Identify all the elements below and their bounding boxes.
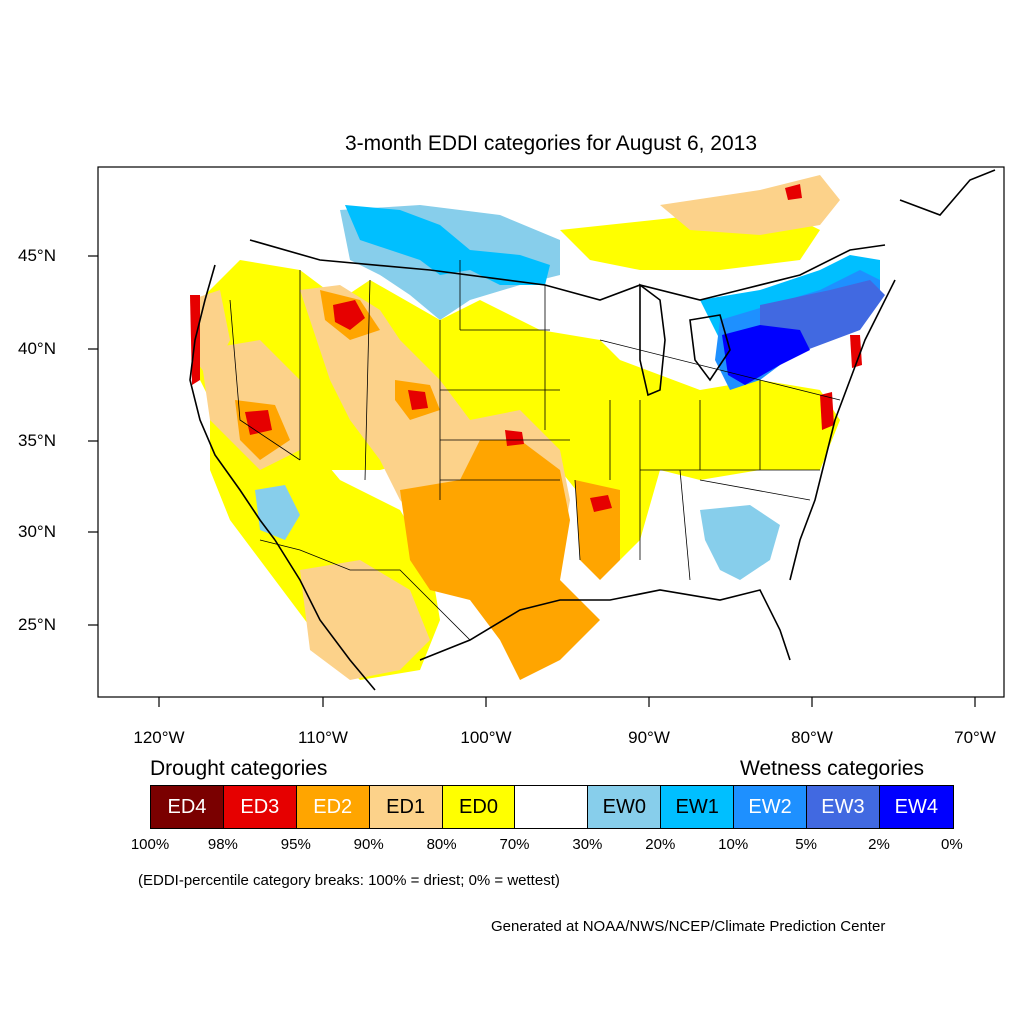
break-label: 2% [868, 836, 890, 853]
legend-cell-ed4: ED4 [151, 786, 224, 828]
legend-cell-ed3: ED3 [223, 786, 297, 828]
legend-cell-ed0: ED0 [442, 786, 516, 828]
break-label: 80% [426, 836, 457, 853]
legend-cell-ew1: EW1 [661, 786, 735, 828]
east-coast [789, 279, 896, 581]
lat-label: 30°N [18, 522, 56, 541]
great-lakes [689, 314, 731, 382]
ed3-region [820, 392, 834, 430]
credit-line: Generated at NOAA/NWS/NCEP/Climate Predi… [491, 918, 886, 935]
wetness-heading: Wetness categories [740, 757, 925, 780]
break-label: 30% [572, 836, 603, 853]
break-label: 90% [353, 836, 384, 853]
lon-label: 120°W [133, 728, 185, 747]
ew1-region [345, 205, 550, 285]
legend-cell-ed2: ED2 [296, 786, 370, 828]
mexico-coast [274, 539, 376, 691]
break-label: 5% [795, 836, 817, 853]
lat-label: 35°N [18, 431, 56, 450]
break-label: 100% [130, 836, 170, 853]
ed3-region [245, 410, 272, 435]
drought-heading: Drought categories [150, 757, 328, 780]
break-label: 98% [207, 836, 238, 853]
ed3-region [590, 495, 612, 512]
great-lakes [639, 283, 666, 397]
ed3-region [785, 184, 802, 200]
legend-cell-ew4: EW4 [879, 786, 953, 828]
break-label: 95% [280, 836, 311, 853]
lon-label: 110°W [298, 728, 348, 747]
lon-label: 100°W [460, 728, 512, 747]
legend-cell-ew2: EW2 [734, 786, 808, 828]
ew0-region [255, 485, 300, 540]
ed3-region [408, 390, 428, 410]
lon-label: 90°W [628, 728, 670, 747]
ed3-region [505, 430, 524, 446]
category-legend: ED4 ED3 ED2 ED1 ED0 EW0 EW1 EW2 EW3 EW4 [150, 785, 954, 829]
ed2-region [400, 440, 600, 680]
lon-label: 70°W [954, 728, 996, 747]
mexico-border [259, 539, 471, 641]
ed3-region [850, 335, 862, 368]
map-frame [97, 166, 1005, 698]
legend-cell-ew3: EW3 [807, 786, 880, 828]
break-label: 20% [645, 836, 676, 853]
ew4-region [722, 325, 810, 385]
category-note: (EDDI-percentile category breaks: 100% =… [138, 872, 560, 889]
west-coast [189, 264, 276, 541]
legend-cell-ed1: ED1 [369, 786, 443, 828]
canada-coast [899, 169, 996, 216]
break-label: 10% [718, 836, 749, 853]
map-title: 3-month EDDI categories for August 6, 20… [344, 132, 758, 155]
ew0-region [700, 505, 780, 580]
legend-cell-ew0: EW0 [588, 786, 662, 828]
ed3-region [333, 300, 365, 330]
gulf-coast [419, 589, 791, 661]
state-borders [229, 260, 841, 581]
lon-label: 80°W [791, 728, 833, 747]
legend-cell-neutral [515, 786, 589, 828]
break-label: 70% [499, 836, 530, 853]
lat-label: 25°N [18, 615, 56, 634]
lat-label: 40°N [18, 339, 56, 358]
break-label: 0% [941, 836, 963, 853]
lat-label: 45°N [18, 246, 56, 265]
ed1-region [300, 560, 430, 680]
